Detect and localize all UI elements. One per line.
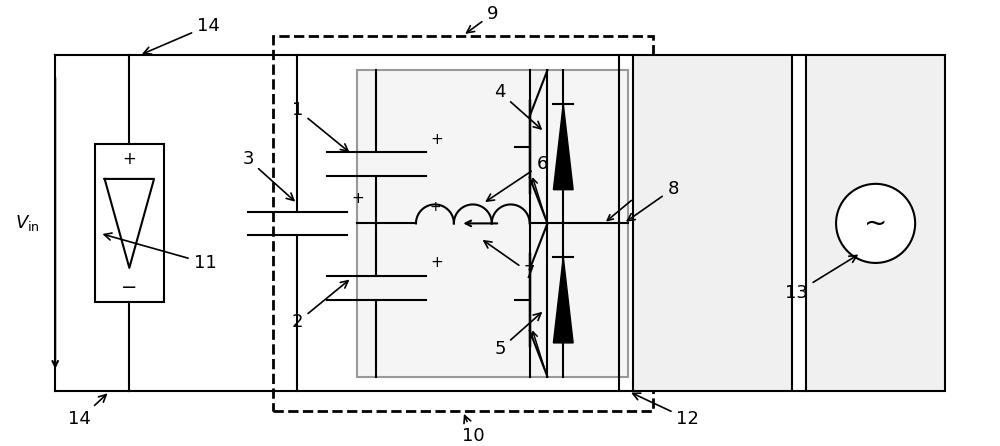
Text: +: + [431, 132, 444, 147]
Polygon shape [553, 104, 573, 190]
Text: 9: 9 [467, 5, 498, 33]
Text: 11: 11 [104, 233, 216, 272]
Text: +: + [122, 150, 136, 168]
Circle shape [836, 184, 915, 263]
Text: 2: 2 [292, 281, 348, 331]
Bar [633, 55, 792, 392]
Text: 3: 3 [242, 150, 294, 201]
Text: $V_\mathrm{in}$: $V_\mathrm{in}$ [15, 213, 40, 233]
Text: 14: 14 [143, 17, 220, 54]
Bar [273, 36, 653, 411]
Text: 5: 5 [494, 313, 541, 359]
Text: +: + [431, 256, 444, 270]
Text: 10: 10 [462, 416, 484, 445]
Bar [357, 70, 628, 376]
Text: 12: 12 [633, 393, 699, 428]
Text: +: + [430, 200, 442, 214]
Polygon shape [553, 257, 573, 343]
Text: 4: 4 [494, 83, 541, 129]
Bar [95, 145, 164, 302]
Text: 14: 14 [68, 395, 106, 428]
Bar [806, 55, 945, 392]
Text: 8: 8 [627, 180, 679, 221]
Text: 13: 13 [785, 256, 857, 301]
Text: +: + [352, 191, 364, 206]
Text: −: − [121, 278, 138, 297]
Text: 7: 7 [484, 241, 535, 282]
Text: ~: ~ [864, 209, 887, 237]
Text: 1: 1 [292, 101, 348, 151]
Text: 6: 6 [487, 155, 548, 201]
